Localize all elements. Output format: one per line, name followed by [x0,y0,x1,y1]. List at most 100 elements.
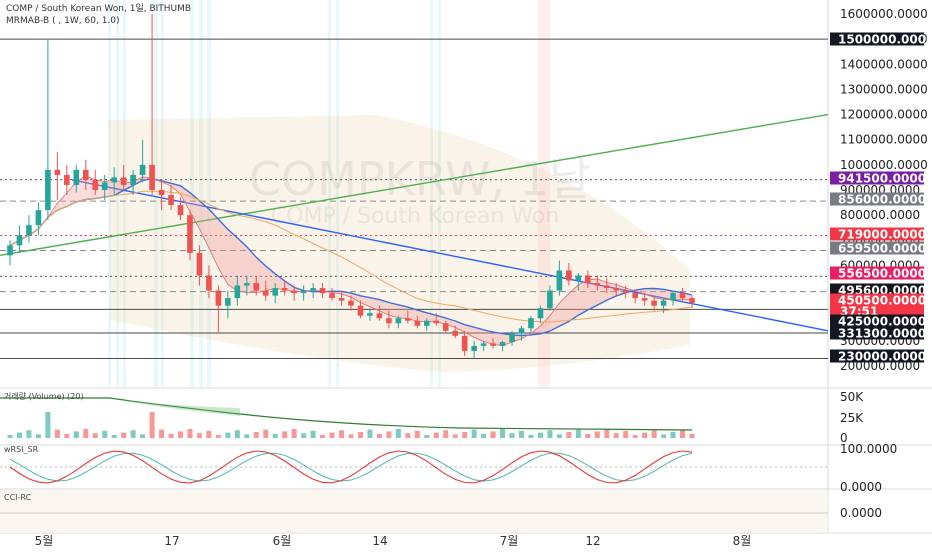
rsi-line [9,450,693,484]
volume-bar [471,429,477,438]
volume-bar [613,433,619,438]
highlight-band [336,0,339,387]
candle-body [537,308,544,319]
volume-bar [594,431,600,438]
candle-body [528,318,534,329]
candle-body [310,288,316,291]
volume-bar [632,435,638,438]
rsi-tick-label: 100.0000 [840,442,897,456]
time-tick-label: 7월 [500,534,519,548]
volume-bar [395,429,401,438]
candle-body [603,285,610,289]
volume-fill [110,398,240,416]
time-tick-label: 8월 [733,534,752,548]
candle-body [660,300,667,306]
ma-ribbon [10,175,692,346]
volume-bar [272,433,278,438]
volume-bar [443,430,449,438]
volume-bar [111,435,117,438]
channel-fill [108,115,690,372]
candle-body [585,275,591,284]
candle-body [509,333,515,343]
cci-tick-label: 0.0000 [840,506,882,520]
volume-bar [310,430,316,438]
price-tag [830,32,924,46]
volume-bar [234,430,240,438]
volume-bar [244,434,250,438]
price-tick-label: 1600000.0000 [840,7,928,21]
candle-body [111,177,117,183]
candle-body [329,293,335,299]
candle-body [139,164,146,175]
candle-body [405,318,411,321]
volume-bar [433,432,439,438]
volume-bar [149,412,155,438]
volume-bar [424,435,430,438]
cci-pane-background [0,490,828,533]
volume-bar [45,412,51,438]
price-tag-label: 450500.0000 [838,294,926,308]
volume-bar [196,433,202,438]
price-tick-label: 800000.0000 [840,208,920,222]
time-tick-label: 17 [164,534,179,548]
candle-body [518,328,525,334]
volume-bar [556,434,562,438]
price-tag [830,227,924,241]
candle-body [73,169,80,185]
highlight-band [199,0,203,387]
volume-bar [376,433,382,438]
volume-bar [509,433,515,438]
volume-bar [178,431,183,438]
volume-bar [414,430,420,438]
price-tick-label: 1300000.0000 [840,82,928,96]
volume-bar [35,434,41,438]
price-tag [830,349,924,363]
candle-body [262,290,269,296]
rsi-tick-label: 0.0000 [840,480,882,494]
price-tag-label: 659500.0000 [838,242,926,256]
volume-tick-label: 50K [840,390,864,404]
candle-body [168,195,174,206]
candle-body [177,205,184,216]
candle-body [244,283,250,286]
volume-bar [301,433,307,438]
candle-body [376,313,383,319]
watermark-name: COMP / South Korean Won [271,204,559,229]
candle-body [490,343,496,346]
candle-body [206,275,212,291]
candle-body [556,270,563,291]
price-tag [830,171,924,185]
candle-body [641,298,648,301]
candle-body [651,300,657,306]
candle-body [187,215,193,253]
price-tick-label: 1000000.0000 [840,158,928,172]
volume-bar [320,435,326,438]
volume-bar [102,430,108,438]
price-tick-label: 1200000.0000 [840,108,928,122]
volume-bar [623,430,629,438]
time-tick-label: 14 [372,534,387,548]
highlight-band [438,0,441,387]
candle-body [480,343,487,346]
volume-bar [386,431,392,438]
price-tag [830,283,924,297]
volume-bar [481,433,487,438]
price-tag-label: 856000.0000 [838,193,926,207]
candle-body [64,174,70,185]
candle-body [291,290,297,294]
candle-body [120,177,127,185]
price-tag-label: 941500.0000 [838,172,926,186]
volume-bar [54,429,60,438]
subpane-layer [0,397,828,533]
candle-body [632,293,638,299]
volume-bar [500,429,506,438]
candle-body [461,335,468,351]
rsi-signal-line [9,452,693,482]
candle-body [395,318,402,324]
volume-bar [282,431,288,438]
candle-body [689,298,695,304]
volume-bar [64,433,70,438]
candle-body [196,252,203,276]
volume-bar [73,431,79,438]
